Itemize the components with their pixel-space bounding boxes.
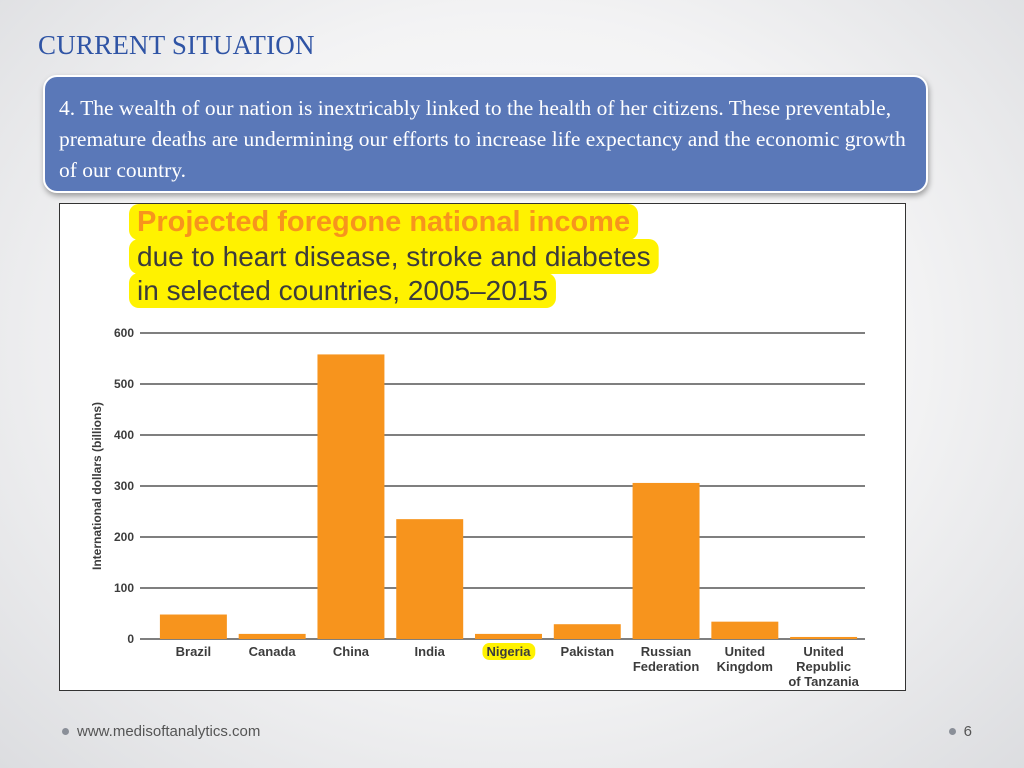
title-highlight: [129, 273, 556, 308]
bar: [790, 636, 858, 639]
y-tick-label: 100: [114, 581, 134, 595]
bullet-icon: [948, 728, 956, 735]
y-axis-label: International dollars (billions): [90, 402, 104, 570]
x-tick-label: Federation: [633, 659, 700, 674]
x-tick-label: Pakistan: [561, 644, 615, 659]
x-tick-label: United: [725, 644, 766, 659]
bar: [159, 614, 227, 639]
title-highlight: [129, 239, 659, 274]
page-number: 6: [948, 723, 972, 740]
callout-box: 4. The wealth of our nation is inextrica…: [43, 75, 928, 193]
x-tick-label: of Tanzania: [788, 674, 859, 689]
bar: [632, 482, 700, 639]
x-tick-label: Russian: [641, 644, 692, 659]
x-tick-label: Nigeria: [486, 644, 531, 659]
x-tick-label: Kingdom: [717, 659, 773, 674]
y-tick-label: 0: [127, 632, 134, 646]
x-tick-label: Brazil: [176, 644, 211, 659]
x-tick-label: United: [803, 644, 844, 659]
footer-url: www.medisoftanalytics.com: [77, 723, 261, 740]
chart-title: Projected foregone national income: [137, 206, 630, 238]
y-tick-label: 300: [114, 479, 134, 493]
x-tick-label: Republic: [796, 659, 851, 674]
bar: [238, 633, 306, 639]
footer: www.medisoftanalytics.com: [62, 723, 260, 740]
bar: [711, 621, 779, 639]
page-number-label: 6: [963, 723, 972, 740]
bullet-icon: [62, 728, 69, 735]
slide-title: CURRENT SITUATION: [38, 30, 315, 60]
chart-subtitle: due to heart disease, stroke and diabete…: [137, 241, 651, 272]
bar: [317, 354, 385, 639]
x-tick-highlight: [482, 643, 536, 660]
y-tick-label: 200: [114, 530, 134, 544]
chart-subtitle: in selected countries, 2005–2015: [137, 275, 548, 306]
y-tick-label: 400: [114, 428, 134, 442]
x-tick-label: Canada: [249, 644, 297, 659]
chart-frame: Projected foregone national income due to…: [59, 203, 906, 691]
title-highlight: [129, 204, 639, 240]
y-tick-label: 600: [114, 326, 134, 340]
bar: [553, 624, 621, 639]
bar: [396, 519, 464, 639]
x-tick-label: China: [333, 644, 370, 659]
y-tick-label: 500: [114, 377, 134, 391]
x-tick-label: India: [415, 644, 446, 659]
bar: [475, 633, 542, 639]
